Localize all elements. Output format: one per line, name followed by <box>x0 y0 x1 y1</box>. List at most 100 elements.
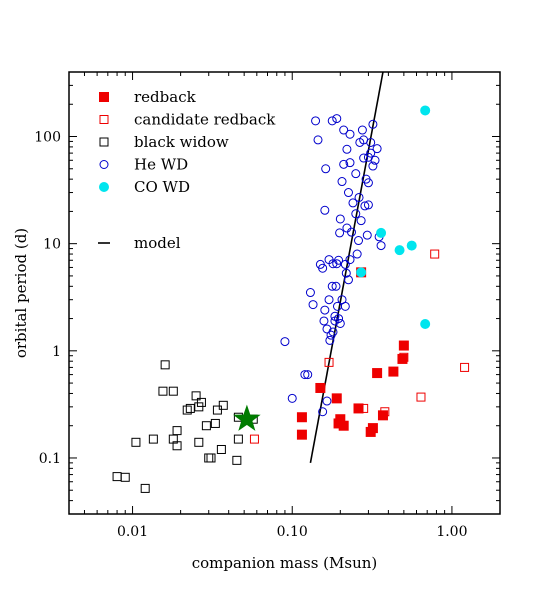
legend-item: redback <box>99 88 197 106</box>
data-point <box>120 472 130 482</box>
legend-marker <box>99 160 109 169</box>
data-point <box>216 444 226 454</box>
legend-label: He WD <box>134 156 188 174</box>
data-point <box>327 281 337 291</box>
data-point <box>318 263 328 273</box>
data-point <box>420 318 431 329</box>
data-point <box>327 116 337 126</box>
data-point <box>420 105 431 116</box>
data-point <box>335 318 345 328</box>
data-point <box>280 337 290 347</box>
data-point <box>148 434 158 444</box>
data-point <box>366 148 376 158</box>
data-point <box>168 386 178 396</box>
data-point <box>218 400 228 410</box>
data-point <box>353 403 364 414</box>
data-point <box>397 353 408 364</box>
data-point <box>320 205 330 215</box>
legend-label: model <box>134 234 181 252</box>
data-point <box>305 288 315 298</box>
y-tick-label: 0.1 <box>39 451 61 467</box>
x-tick-label: 1.00 <box>436 524 467 540</box>
series-He-WD <box>280 114 386 417</box>
data-point <box>140 483 150 493</box>
data-point <box>112 472 122 482</box>
legend-marker <box>99 137 109 147</box>
data-point <box>303 370 313 380</box>
data-point <box>131 437 141 447</box>
data-point <box>158 386 168 396</box>
data-point <box>160 360 170 370</box>
legend-marker <box>99 92 109 102</box>
data-point <box>308 300 318 310</box>
data-point <box>332 114 342 124</box>
data-point <box>201 421 211 431</box>
data-point <box>232 455 242 465</box>
data-point <box>354 192 364 202</box>
x-axis-label: companion mass (Msun) <box>192 554 378 572</box>
data-point <box>377 410 388 421</box>
x-tick-label: 0.10 <box>277 524 308 540</box>
y-tick-label: 1 <box>52 344 61 360</box>
data-point <box>340 301 350 311</box>
tick-labels: 0.01 0.10 1.00 0.1 1 10 100 <box>34 130 467 540</box>
data-point <box>348 198 358 208</box>
plot-frame <box>68 71 501 515</box>
data-point <box>363 200 373 210</box>
data-point <box>354 236 364 246</box>
data-point <box>368 161 378 171</box>
model-line-layer <box>309 72 384 464</box>
legend-item: He WD <box>99 156 188 174</box>
data-point <box>321 164 331 174</box>
legend-item: candidate redback <box>99 111 276 129</box>
data-point <box>351 169 361 179</box>
data-point <box>345 255 355 265</box>
data-point <box>394 245 405 256</box>
data-point <box>351 209 361 219</box>
data-point <box>300 370 310 380</box>
data-point <box>324 295 334 305</box>
data-point <box>362 230 372 240</box>
series-black-widow <box>112 360 258 493</box>
data-point <box>376 227 387 238</box>
data-point <box>196 397 206 407</box>
data-point <box>340 259 350 269</box>
data-point <box>313 135 323 145</box>
data-point <box>372 144 382 154</box>
data-point <box>366 137 376 147</box>
data-point <box>212 405 222 415</box>
x-tick-label: 0.01 <box>117 524 148 540</box>
data-point <box>359 153 369 163</box>
data-point <box>388 366 399 377</box>
data-point <box>191 391 201 401</box>
legend-item: CO WD <box>99 178 190 196</box>
data-points <box>112 105 470 493</box>
data-point <box>287 393 297 403</box>
data-point <box>367 423 378 434</box>
data-point <box>233 434 243 444</box>
data-point <box>370 155 380 165</box>
data-point <box>460 362 470 372</box>
data-point <box>206 453 216 463</box>
data-point <box>342 144 352 154</box>
data-point <box>319 316 329 326</box>
data-point <box>315 382 326 393</box>
data-point <box>331 393 342 404</box>
y-tick-label: 100 <box>34 130 61 146</box>
series-CO-WD <box>356 105 431 329</box>
data-point <box>346 227 356 237</box>
data-point <box>339 125 349 135</box>
data-point <box>352 249 362 259</box>
data-point <box>324 357 334 367</box>
model-line <box>309 72 384 464</box>
legend: redback candidate redback black widow He WD… <box>98 88 276 252</box>
data-point <box>339 159 349 169</box>
data-point <box>372 368 383 379</box>
data-point <box>172 441 182 451</box>
data-point <box>345 129 355 139</box>
data-point <box>335 214 345 224</box>
y-tick-label: 10 <box>43 237 61 253</box>
data-point <box>363 178 373 188</box>
data-point <box>343 275 353 285</box>
